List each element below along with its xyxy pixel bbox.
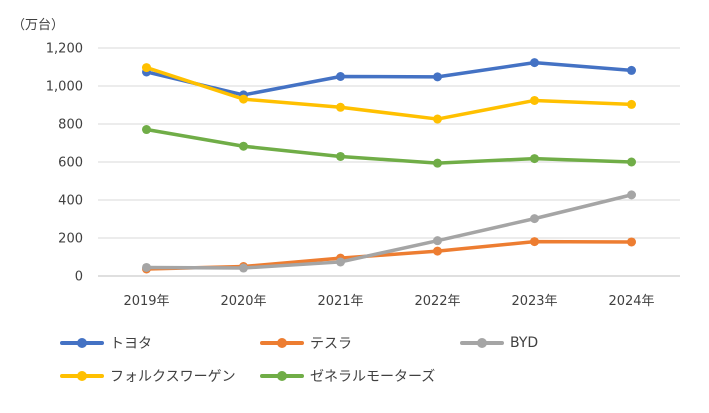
series-line xyxy=(144,239,634,271)
series-line xyxy=(144,60,634,97)
data-point xyxy=(627,237,636,247)
x-axis-ticks: 2019年 2020年 2021年 2022年 2023年 2024年 xyxy=(123,294,654,309)
y-tick-label: 0 xyxy=(75,270,83,285)
series-フォルクスワーゲン xyxy=(142,63,636,124)
data-point xyxy=(530,58,539,68)
data-point xyxy=(336,102,345,112)
x-tick-label: 2023年 xyxy=(511,294,557,309)
data-point xyxy=(627,65,636,75)
series-group xyxy=(142,58,636,274)
x-tick-label: 2019年 xyxy=(123,294,169,309)
data-point xyxy=(530,214,539,224)
data-point xyxy=(627,190,636,200)
data-point xyxy=(433,246,442,256)
data-point xyxy=(627,99,636,109)
series-line xyxy=(144,127,634,165)
data-point xyxy=(336,257,345,267)
y-tick-label: 1,200 xyxy=(46,42,83,57)
series-トヨタ xyxy=(142,58,636,100)
y-tick-label: 1,000 xyxy=(46,80,83,95)
data-point xyxy=(336,72,345,81)
data-point xyxy=(336,151,345,161)
series-ゼネラルモーターズ xyxy=(142,125,636,168)
series-BYD xyxy=(142,190,636,273)
x-tick-label: 2021年 xyxy=(317,294,363,309)
series-line xyxy=(144,65,634,121)
data-point xyxy=(239,94,248,104)
data-point xyxy=(142,125,151,135)
y-tick-label: 400 xyxy=(58,194,83,209)
data-point xyxy=(530,95,539,105)
data-point xyxy=(433,158,442,168)
y-tick-label: 800 xyxy=(58,118,83,133)
y-tick-label: 600 xyxy=(58,156,83,171)
x-tick-label: 2022年 xyxy=(414,294,460,309)
data-point xyxy=(433,114,442,124)
data-point xyxy=(239,263,248,273)
x-tick-label: 2020年 xyxy=(220,294,266,309)
y-axis-ticks: 0 200 400 600 800 1,000 1,200 xyxy=(46,42,83,285)
data-point xyxy=(627,157,636,167)
data-point xyxy=(433,236,442,246)
data-point xyxy=(142,262,151,272)
data-point xyxy=(142,63,151,73)
y-axis-unit-label: （万台） xyxy=(12,18,65,33)
y-tick-label: 200 xyxy=(58,232,83,247)
x-tick-label: 2024年 xyxy=(608,294,654,309)
data-point xyxy=(433,72,442,82)
series-line xyxy=(144,193,634,270)
data-point xyxy=(530,237,539,247)
data-point xyxy=(530,154,539,164)
data-point xyxy=(239,141,248,151)
